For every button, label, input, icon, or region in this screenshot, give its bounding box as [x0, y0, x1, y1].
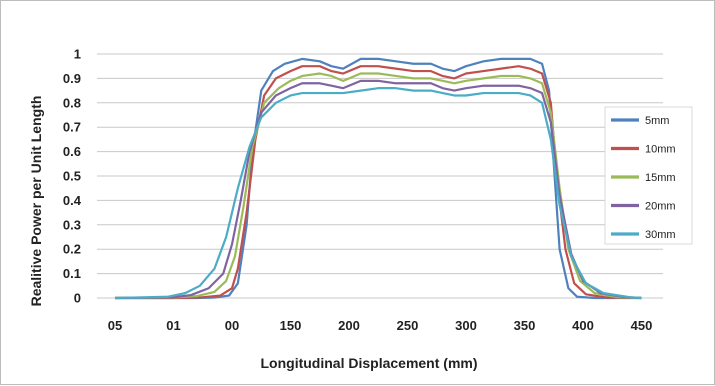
legend: 5mm 10mm 15mm 20mm 30mm: [604, 106, 693, 245]
x-tick-label: 01: [166, 318, 180, 333]
y-tick-label: 0.4: [63, 193, 82, 208]
y-tick-labels: 0 0.1 0.2 0.3 0.4 0.5 0.6 0.7 0.8 0.9 1: [63, 47, 82, 306]
x-axis-label: Longitudinal Displacement (mm): [260, 355, 477, 371]
x-tick-label: 00: [225, 318, 239, 333]
series-line-20mm: [114, 79, 642, 300]
x-tick-label: 400: [572, 318, 594, 333]
x-tick-label: 200: [338, 318, 360, 333]
y-tick-label: 1: [74, 47, 81, 62]
legend-label: 30mm: [645, 229, 676, 241]
legend-label: 5mm: [645, 115, 669, 127]
y-tick-label: 0.3: [63, 217, 81, 232]
gridlines: [97, 53, 663, 299]
x-tick-label: 300: [455, 318, 477, 333]
y-tick-label: 0: [74, 291, 81, 306]
legend-label: 10mm: [645, 144, 676, 156]
y-tick-label: 0.7: [63, 120, 81, 135]
x-tick-labels: 05 01 00 150 200 250 300 350 400 450: [108, 318, 653, 333]
y-tick-label: 0.5: [63, 169, 81, 184]
x-tick-label: 250: [397, 318, 419, 333]
legend-label: 15mm: [645, 172, 676, 184]
series-lines: [114, 57, 642, 300]
x-tick-label: 150: [280, 318, 302, 333]
x-tick-label: 350: [514, 318, 536, 333]
y-axis-label: Realitive Power per Unit Length: [28, 96, 44, 307]
x-tick-label: 450: [631, 318, 653, 333]
legend-label: 20mm: [645, 201, 676, 213]
y-tick-label: 0.1: [63, 266, 81, 281]
y-tick-label: 0.8: [63, 95, 81, 110]
y-tick-label: 0.6: [63, 144, 81, 159]
series-line-5mm: [115, 57, 642, 300]
series-line-30mm: [114, 87, 642, 300]
y-tick-label: 0.9: [63, 71, 81, 86]
y-tick-label: 0.2: [63, 242, 81, 257]
x-tick-label: 05: [108, 318, 122, 333]
